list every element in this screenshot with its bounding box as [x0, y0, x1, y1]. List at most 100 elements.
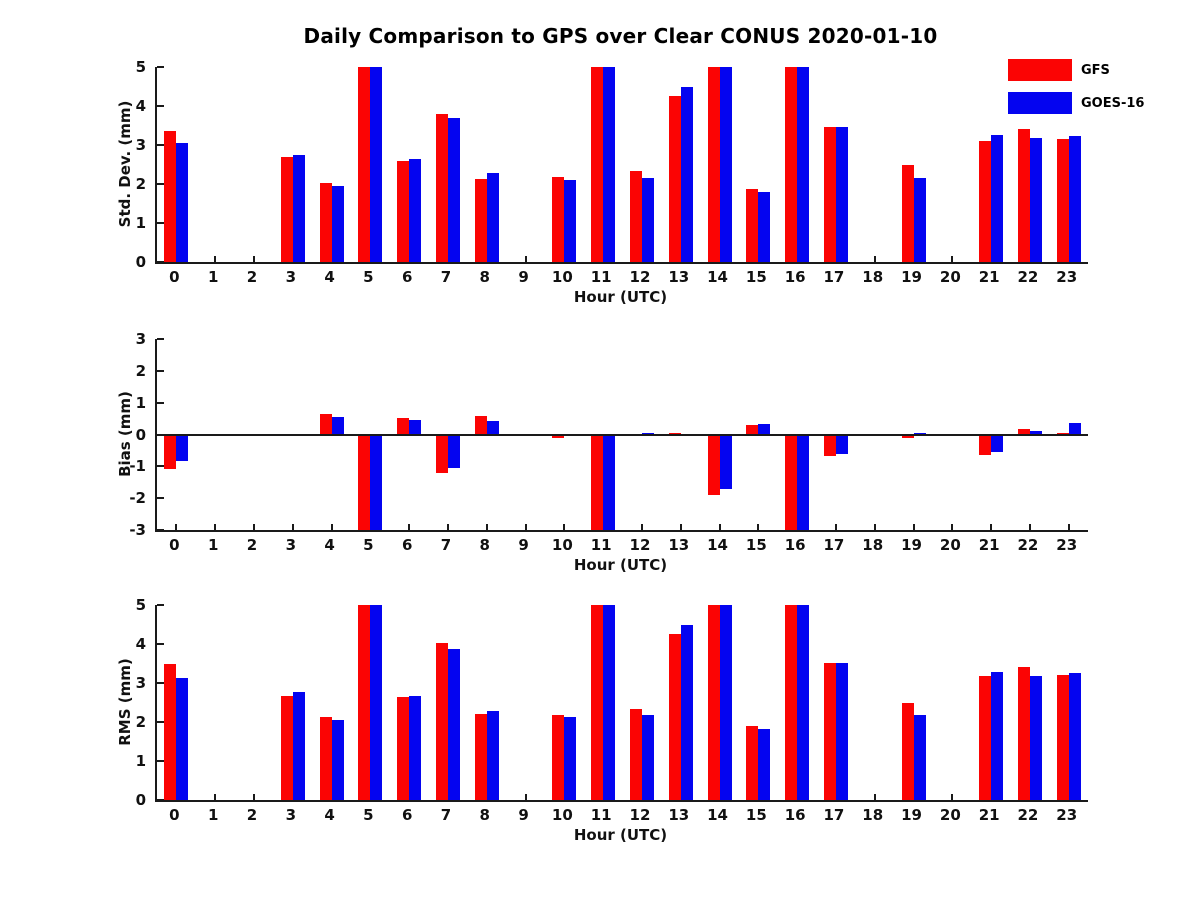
x-tick-label: 13 — [668, 536, 690, 554]
x-tick-label: 5 — [363, 806, 374, 824]
bar-gfs-h23 — [1056, 675, 1069, 800]
bar-gfs-h10 — [552, 434, 565, 438]
x-tick-label: 22 — [1017, 806, 1039, 824]
bar-gfs-h22 — [1017, 428, 1030, 435]
stddev-plot-area — [155, 66, 1088, 264]
x-tick-mark — [951, 256, 954, 262]
bar-gfs-h7 — [435, 113, 448, 262]
hour-slot-21 — [972, 67, 1011, 262]
x-tick-mark — [291, 524, 294, 530]
hour-slot-18 — [855, 605, 894, 800]
x-tick-label: 1 — [207, 806, 219, 824]
bar-gfs-h11 — [591, 605, 604, 800]
hour-slot-16 — [778, 339, 817, 530]
x-tick-label: 5 — [363, 268, 374, 286]
x-tick-label: 10 — [551, 806, 573, 824]
x-tick-mark — [485, 524, 488, 530]
y-tick-mark — [157, 529, 164, 531]
y-tick-label: 1 — [135, 393, 146, 412]
bar-goes16-h5 — [370, 434, 383, 530]
x-tick-mark — [912, 524, 915, 530]
y-tick-label: 0 — [135, 253, 146, 271]
x-tick-label: 1 — [207, 268, 219, 286]
bar-goes16-h0 — [176, 143, 189, 262]
x-tick-mark — [252, 794, 255, 800]
hour-slot-2 — [235, 605, 274, 800]
x-tick-label: 15 — [745, 268, 767, 286]
x-tick-label: 19 — [901, 536, 922, 554]
hour-slot-23 — [1049, 67, 1088, 262]
x-tick-mark — [1028, 524, 1031, 530]
hour-slot-10 — [545, 67, 584, 262]
x-tick-label: 9 — [518, 806, 529, 824]
x-tick-mark — [951, 524, 954, 530]
bias-x-axis-label: Hour (UTC) — [573, 556, 668, 574]
x-tick-label: 10 — [551, 268, 573, 286]
hour-slot-7 — [429, 67, 468, 262]
x-tick-mark — [1067, 524, 1070, 530]
y-tick-mark — [157, 369, 164, 372]
y-tick-label: 4 — [135, 97, 146, 115]
x-tick-label: 9 — [518, 268, 529, 286]
bar-goes16-h22 — [1029, 138, 1042, 262]
bar-goes16-h8 — [486, 711, 499, 800]
hour-slot-9 — [506, 605, 545, 800]
x-tick-mark — [718, 524, 721, 530]
bar-goes16-h4 — [331, 720, 344, 800]
hour-slot-13 — [661, 67, 700, 262]
legend-label-goes16: GOES-16 — [1081, 95, 1145, 111]
x-tick-label: 13 — [668, 268, 690, 286]
y-tick-mark — [157, 66, 164, 68]
hour-slot-8 — [467, 339, 506, 530]
bar-gfs-h12 — [629, 709, 642, 800]
goes16-color-swatch — [1008, 92, 1072, 114]
y-tick-mark — [157, 401, 164, 404]
hour-slot-23 — [1049, 605, 1088, 800]
x-tick-label: 20 — [939, 806, 961, 824]
bars-layer — [157, 339, 1088, 530]
bar-gfs-h6 — [397, 417, 410, 435]
bar-goes16-h23 — [1068, 673, 1081, 800]
bar-goes16-h22 — [1029, 676, 1042, 800]
rms-x-axis-label: Hour (UTC) — [573, 826, 668, 844]
bar-gfs-h22 — [1017, 128, 1030, 262]
x-tick-label: 3 — [285, 806, 296, 824]
x-tick-label: 0 — [169, 268, 180, 286]
stddev-y-axis-label: Std. Dev. (mm) — [116, 100, 134, 228]
x-tick-label: 7 — [440, 536, 452, 554]
bar-goes16-h7 — [447, 117, 460, 262]
x-tick-label: 0 — [169, 536, 180, 554]
hour-slot-1 — [196, 339, 235, 530]
bar-goes16-h13 — [680, 86, 693, 262]
x-tick-label: 9 — [518, 536, 529, 554]
bar-gfs-h15 — [746, 725, 759, 800]
x-tick-label: 18 — [862, 806, 884, 824]
x-tick-mark — [563, 524, 566, 530]
bar-gfs-h7 — [435, 643, 448, 800]
y-tick-label: -2 — [129, 489, 146, 508]
bar-gfs-h19 — [901, 165, 914, 262]
x-tick-label: 11 — [590, 806, 612, 824]
y-tick-label: 5 — [135, 58, 146, 76]
x-tick-label: 11 — [590, 536, 612, 554]
hour-slot-20 — [933, 67, 972, 262]
x-tick-label: 14 — [707, 806, 728, 824]
bar-gfs-h22 — [1017, 666, 1030, 800]
hour-slot-0 — [157, 339, 196, 530]
hour-slot-12 — [623, 67, 662, 262]
y-tick-label: 2 — [135, 175, 146, 193]
bar-goes16-h21 — [991, 134, 1004, 262]
bar-goes16-h13 — [680, 624, 693, 800]
bars-layer — [157, 605, 1088, 800]
x-tick-label: 6 — [401, 806, 413, 824]
hour-slot-14 — [700, 339, 739, 530]
x-tick-mark — [951, 794, 954, 800]
y-tick-label: 3 — [135, 136, 146, 154]
stddev-x-tick-labels: 0 1 2 3 4 5 6 7 8 9 10 11 12 13 14 15 16 17 18 19 20 21 22 23 — [155, 268, 1086, 286]
x-tick-mark — [252, 524, 255, 530]
y-tick-label: 3 — [135, 674, 146, 692]
bar-gfs-h16 — [785, 434, 798, 530]
x-tick-label: 19 — [901, 806, 922, 824]
hour-slot-16 — [778, 605, 817, 800]
hour-slot-6 — [390, 339, 429, 530]
